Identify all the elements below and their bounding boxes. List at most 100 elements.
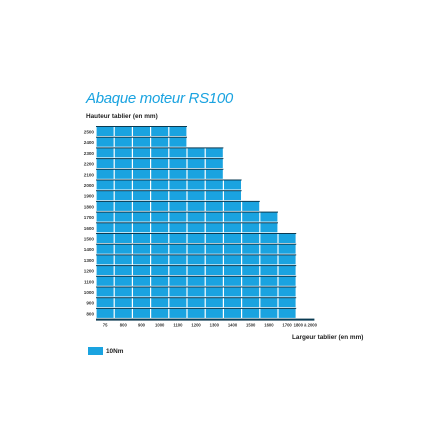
cell-900-1300 xyxy=(205,297,223,308)
cell-1700-75 xyxy=(96,212,114,222)
cell-800-1200 xyxy=(187,308,205,318)
cell-1700-1500 xyxy=(242,212,260,222)
cell-1000-1600 xyxy=(260,287,278,297)
y-tick-label: 1200 xyxy=(84,269,95,274)
y-tick-label: 1800 xyxy=(84,204,95,209)
cell-2000-1000 xyxy=(151,180,169,190)
cell-1000-1400 xyxy=(224,287,241,297)
cell-2000-1400 xyxy=(224,180,241,190)
cell-2400-1100 xyxy=(169,137,187,147)
cell-800-1000 xyxy=(151,308,169,318)
cell-1300-900 xyxy=(133,255,150,265)
cell-1600-1200 xyxy=(187,223,205,233)
cell-1200-75 xyxy=(96,265,114,276)
cell-900-1000 xyxy=(151,297,169,308)
cell-1100-900 xyxy=(133,276,150,286)
row-divider xyxy=(96,147,224,149)
x-tick-label: 900 xyxy=(138,323,146,328)
cell-1900-1000 xyxy=(151,190,169,201)
x-tick-label: 1400 xyxy=(228,323,238,328)
cell-1300-1200 xyxy=(187,255,205,265)
row-divider xyxy=(96,233,297,234)
row-divider xyxy=(96,307,297,309)
cell-2100-1000 xyxy=(151,169,169,179)
cell-800-1600 xyxy=(260,308,278,318)
x-tick-label: 1300 xyxy=(210,323,220,328)
cell-1600-1600 xyxy=(260,223,278,233)
y-tick-label: 2200 xyxy=(84,162,95,167)
row-divider xyxy=(96,254,297,256)
cell-2300-1000 xyxy=(151,148,169,158)
y-tick-label: 1500 xyxy=(84,237,95,242)
cell-1900-900 xyxy=(133,190,150,201)
row-divider xyxy=(96,168,224,170)
y-tick-label: 2400 xyxy=(84,140,95,145)
cell-1900-1300 xyxy=(205,190,223,201)
cell-1000-1300 xyxy=(205,287,223,297)
cell-1500-1600 xyxy=(260,233,278,243)
x-tick-label: 75 xyxy=(103,323,108,328)
cell-1700-1400 xyxy=(224,212,241,222)
cell-1100-1700 xyxy=(278,276,296,286)
cell-1100-1000 xyxy=(151,276,169,286)
cell-2400-75 xyxy=(96,137,114,147)
cell-1400-900 xyxy=(133,244,150,254)
cell-1900-800 xyxy=(114,190,132,201)
cell-1500-1500 xyxy=(242,233,260,243)
cell-1600-1100 xyxy=(169,223,187,233)
cell-1800-1200 xyxy=(187,201,205,211)
cell-2100-800 xyxy=(114,169,132,179)
cell-1400-1400 xyxy=(224,244,241,254)
cell-2100-1300 xyxy=(205,169,223,179)
row-divider xyxy=(96,179,242,181)
legend-swatch-10nm xyxy=(88,347,103,355)
cell-900-800 xyxy=(114,297,132,308)
cell-1000-1100 xyxy=(169,287,187,297)
chart-title: Abaque moteur RS100 xyxy=(86,90,233,107)
legend-label-10nm: 10Nm xyxy=(106,347,124,355)
cell-900-1400 xyxy=(224,297,241,308)
y-tick-label: 1700 xyxy=(84,215,95,220)
cell-1100-1600 xyxy=(260,276,278,286)
cell-1300-800 xyxy=(114,255,132,265)
cell-1200-1300 xyxy=(205,265,223,276)
cell-2200-75 xyxy=(96,158,114,169)
x-axis-title: Largeur tablier (en mm) xyxy=(292,334,364,341)
cell-1900-1200 xyxy=(187,190,205,201)
cell-2000-800 xyxy=(114,180,132,190)
cell-900-1700 xyxy=(278,297,296,308)
cell-2100-1100 xyxy=(169,169,187,179)
y-tick-label: 1100 xyxy=(84,279,94,284)
row-divider xyxy=(96,275,297,277)
row-divider xyxy=(96,222,278,224)
cell-1600-900 xyxy=(133,223,150,233)
cell-1000-900 xyxy=(133,287,150,297)
cell-2100-75 xyxy=(96,169,114,179)
cell-1700-1100 xyxy=(169,212,187,222)
cell-2300-75 xyxy=(96,148,114,158)
row-divider xyxy=(96,286,297,288)
x-tick-label: 1600 xyxy=(264,323,274,328)
cell-1200-1200 xyxy=(187,265,205,276)
cell-2000-1300 xyxy=(205,180,223,190)
cell-1600-800 xyxy=(114,223,132,233)
row-divider xyxy=(96,136,187,138)
cell-900-1600 xyxy=(260,297,278,308)
cell-1500-1400 xyxy=(224,233,241,243)
cell-1800-75 xyxy=(96,201,114,211)
x-tick-label: 1500 xyxy=(246,323,256,328)
y-tick-label: 2100 xyxy=(84,172,95,177)
cell-900-1100 xyxy=(169,297,187,308)
cell-1500-800 xyxy=(114,233,132,243)
cell-900-75 xyxy=(96,297,114,308)
cell-1300-1600 xyxy=(260,255,278,265)
cell-1600-1000 xyxy=(151,223,169,233)
cell-900-1500 xyxy=(242,297,260,308)
cell-1500-1000 xyxy=(151,233,169,243)
cell-800-900 xyxy=(133,308,150,318)
cell-2300-1100 xyxy=(169,148,187,158)
cell-1900-1400 xyxy=(224,190,241,201)
y-tick-label: 2000 xyxy=(84,183,95,188)
cell-1800-1100 xyxy=(169,201,187,211)
